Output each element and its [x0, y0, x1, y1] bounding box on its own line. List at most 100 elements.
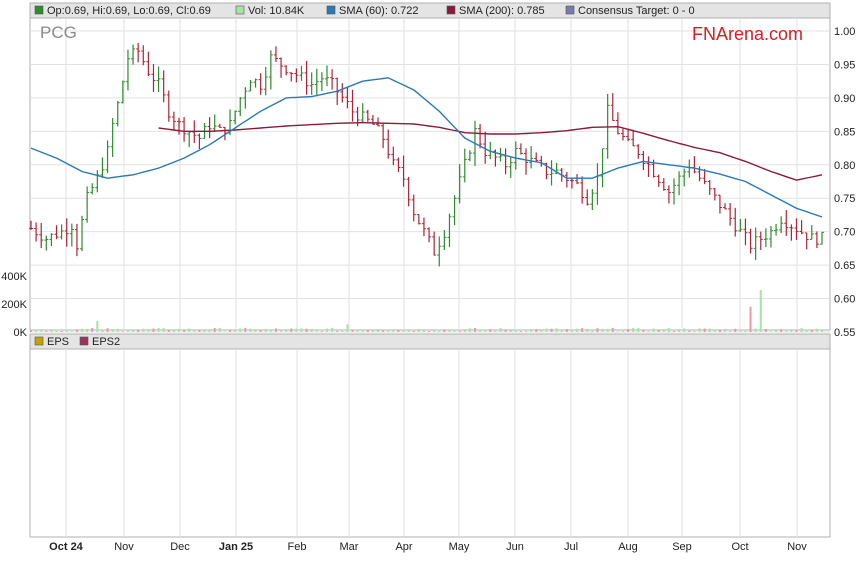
y-tick-label: 0.90	[834, 93, 855, 105]
volume-bar	[596, 328, 599, 332]
volume-tick-label: 400K	[1, 271, 27, 283]
volume-bar	[576, 328, 579, 332]
volume-bar	[60, 330, 63, 332]
volume-bar	[177, 328, 180, 332]
legend-swatch-eps	[34, 336, 44, 346]
x-tick-label: Feb	[288, 541, 307, 553]
volume-bar	[382, 330, 385, 332]
x-tick-label: Nov	[787, 541, 807, 553]
legend-swatch-vol	[235, 5, 245, 15]
volume-bar	[218, 327, 221, 332]
volume-bar	[448, 330, 451, 332]
volume-bar	[591, 329, 594, 332]
legend-text-sma200: SMA (200): 0.785	[459, 5, 545, 17]
volume-bar	[601, 328, 604, 332]
legend-bar	[29, 2, 831, 19]
y-tick-label: 0.75	[834, 193, 855, 205]
volume-bar	[132, 330, 135, 332]
volume-tick-label: 0K	[14, 327, 28, 339]
volume-bar	[698, 328, 701, 332]
volume-bar	[50, 330, 53, 332]
x-tick-label: Mar	[340, 541, 359, 553]
volume-bar	[417, 328, 420, 332]
volume-bar	[718, 329, 721, 332]
volume-bar	[606, 328, 609, 332]
volume-bar	[239, 328, 242, 332]
volume-bar	[642, 330, 645, 332]
x-tick-label: Dec	[170, 541, 190, 553]
volume-bar	[790, 330, 793, 332]
volume-bar	[662, 328, 665, 332]
volume-bar	[438, 330, 441, 332]
legend-swatch-sma200	[446, 5, 456, 15]
volume-bar	[800, 328, 803, 332]
y-tick-label: 0.95	[834, 59, 855, 71]
volume-bar	[428, 331, 431, 332]
legend-text-vol: Vol: 10.84K	[248, 5, 305, 17]
volume-bar	[45, 330, 48, 332]
y-tick-label: 0.70	[834, 227, 855, 239]
volume-bar	[152, 328, 155, 332]
volume-bar	[739, 330, 742, 332]
volume-bar	[749, 306, 752, 332]
volume-bar	[157, 327, 160, 332]
volume-bar	[295, 328, 298, 332]
volume-bar	[198, 329, 201, 332]
volume-bar	[769, 331, 772, 332]
volume-bar	[468, 328, 471, 332]
volume-bar	[274, 328, 277, 332]
volume-bar	[458, 331, 461, 332]
volume-bar	[259, 330, 262, 332]
volume-bar	[805, 329, 808, 332]
sma60-line	[30, 77, 823, 218]
volume-bar	[795, 329, 798, 332]
x-tick-label: Apr	[395, 541, 412, 553]
legend-text-open: Op:0.69, Hi:0.69, Lo:0.69, Cl:0.69	[47, 5, 211, 17]
volume-bar	[632, 327, 635, 332]
legend-text-eps2: EPS2	[92, 336, 120, 348]
volume-bar	[331, 327, 334, 332]
volume-bar	[463, 329, 466, 332]
volume-bar	[325, 328, 328, 332]
volume-bar	[188, 328, 191, 332]
volume-bar	[183, 330, 186, 332]
volume-bar	[479, 329, 482, 332]
x-tick-label: May	[449, 541, 470, 553]
volume-bar	[336, 330, 339, 332]
volume-bar	[269, 329, 272, 332]
y-tick-label: 0.55	[834, 327, 855, 339]
volume-bar	[703, 328, 706, 332]
x-tick-label: Oct 24	[49, 541, 84, 553]
volume-bar	[621, 330, 624, 332]
volume-bar	[616, 331, 619, 332]
price-panel	[29, 2, 831, 331]
volume-bar	[96, 320, 99, 332]
volume-bar	[525, 330, 528, 332]
volume-bar	[744, 330, 747, 332]
volume-bar	[371, 330, 374, 332]
volume-bar	[320, 331, 323, 332]
volume-bar	[484, 329, 487, 332]
volume-bar	[647, 331, 650, 332]
volume-bar	[106, 328, 109, 332]
volume-bar	[229, 330, 232, 332]
y-tick-label: 1.00	[834, 26, 855, 38]
volume-bar	[708, 328, 711, 332]
volume-bar	[234, 330, 237, 332]
volume-bar	[678, 330, 681, 332]
x-tick-label: Nov	[114, 541, 134, 553]
volume-bar	[366, 330, 369, 332]
legend-swatch-sma60	[326, 5, 336, 15]
volume-bar	[300, 328, 303, 332]
volume-bar	[81, 328, 84, 332]
volume-bar	[356, 329, 359, 332]
y-tick-label: 0.60	[834, 294, 855, 306]
volume-bar	[361, 330, 364, 332]
legend-text-consensus: Consensus Target: 0 - 0	[578, 5, 695, 17]
volume-bar	[754, 328, 757, 332]
y-tick-label: 0.80	[834, 160, 855, 172]
volume-bar	[473, 327, 476, 332]
volume-bar	[341, 329, 344, 332]
volume-bar	[137, 329, 140, 332]
